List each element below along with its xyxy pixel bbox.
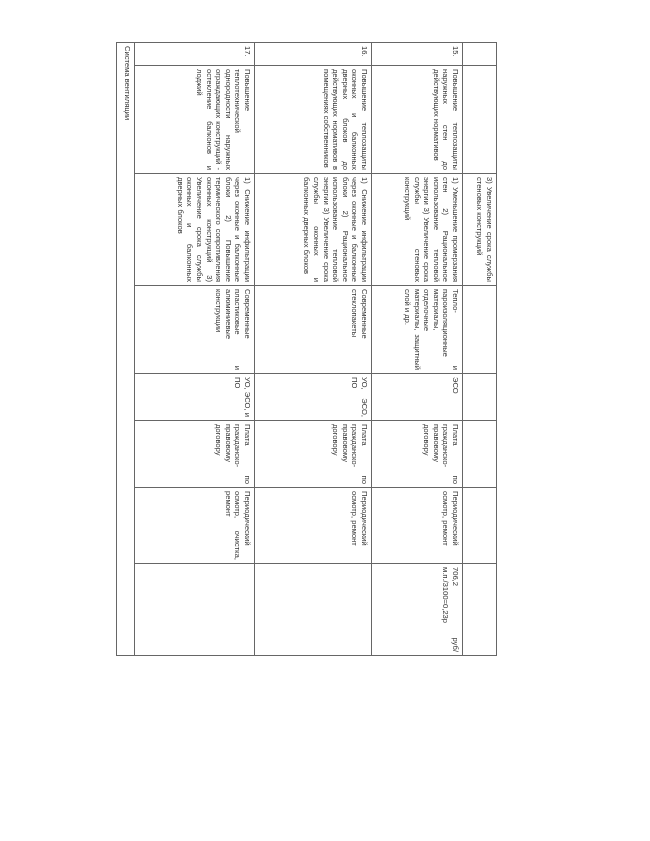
table-row: 3) Увеличение срока службы стеновых конс… bbox=[462, 42, 497, 656]
materials-cell: Тепло- и пароизоляционные материалы, отд… bbox=[371, 285, 463, 374]
maintenance-cell bbox=[462, 487, 497, 564]
effect-cell: 1) Снижение инфильтрации через оконные и… bbox=[134, 173, 255, 286]
table-row: 17. Повышение теплотехнической однородно… bbox=[134, 42, 255, 656]
materials-cell: Современные пластиковые и алюминиевые ко… bbox=[134, 285, 255, 374]
effect-cell: 1) Уменьшение промерзания стен 2) Рацион… bbox=[371, 173, 463, 286]
funding-cell: Плата по гражданско-правовому договору bbox=[254, 420, 372, 488]
cost-cell bbox=[134, 563, 255, 656]
table-row: 15. Повышение теплозащиты наружных стен … bbox=[371, 42, 463, 656]
maintenance-cell: Периодический осмотр, ремонт bbox=[371, 487, 463, 564]
materials-cell bbox=[462, 285, 497, 374]
table-row: 16. Повышение теплозащиты оконных и балк… bbox=[254, 42, 372, 656]
cost-cell bbox=[462, 563, 497, 656]
maintenance-cell: Периодический осмотр, ремонт bbox=[254, 487, 372, 564]
effect-cell: 1) Снижение инфильтрации через оконные и… bbox=[254, 173, 372, 286]
executors-cell: УО, ЭСО, ПО bbox=[254, 373, 372, 421]
executors-cell: УО, ЭСО, и ПО bbox=[134, 373, 255, 421]
row-number: 16. bbox=[254, 42, 372, 66]
cost-cell: 706,2 руб/м.п./3100=0,23р bbox=[371, 563, 463, 656]
section-heading: Система вентиляции bbox=[116, 42, 135, 656]
funding-cell: Плата по гражданско-правовому договору bbox=[134, 420, 255, 488]
effect-cell: 3) Увеличение срока службы стеновых конс… bbox=[462, 173, 497, 286]
energy-measures-table: 3) Увеличение срока службы стеновых конс… bbox=[116, 42, 497, 656]
executors-cell: ЭСО bbox=[371, 373, 463, 421]
funding-cell: Плата по гражданско-правовому договору bbox=[371, 420, 463, 488]
section-row: Система вентиляции bbox=[116, 42, 135, 656]
measure-cell: Повышение теплотехнической однородности … bbox=[134, 65, 255, 174]
measure-cell bbox=[462, 65, 497, 174]
measure-cell: Повышение теплозащиты наружных стен до д… bbox=[371, 65, 463, 174]
measure-cell: Повышение теплозащиты оконных и балконны… bbox=[254, 65, 372, 174]
row-number: 15. bbox=[371, 42, 463, 66]
executors-cell bbox=[462, 373, 497, 421]
cost-cell bbox=[254, 563, 372, 656]
funding-cell bbox=[462, 420, 497, 488]
materials-cell: Современные стеклопакеты bbox=[254, 285, 372, 374]
maintenance-cell: Периодический осмотр, очистка, ремонт bbox=[134, 487, 255, 564]
row-number: 17. bbox=[134, 42, 255, 66]
row-number bbox=[462, 42, 497, 66]
rotated-document-page: 3) Увеличение срока службы стеновых конс… bbox=[116, 42, 497, 656]
